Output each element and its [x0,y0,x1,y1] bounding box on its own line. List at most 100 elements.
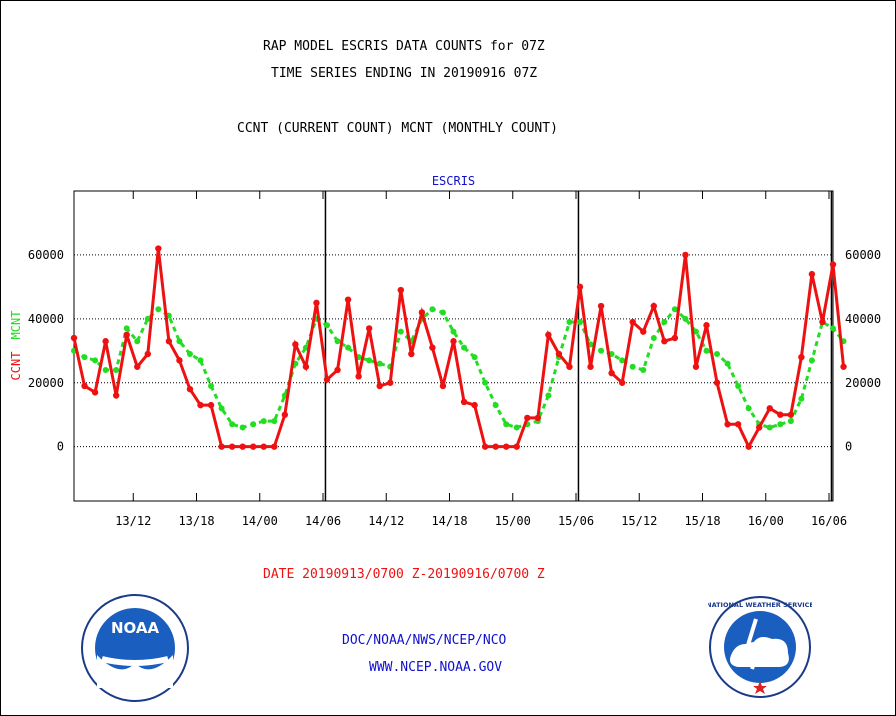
data-point-ccnt [682,251,689,259]
data-point-ccnt [829,261,837,268]
data-point-ccnt [197,401,204,409]
y-tick-label-left: 0 [57,440,64,454]
chart-subtitle: CCNT (CURRENT COUNT) MCNT (MONTHLY COUNT… [237,121,558,136]
data-point-mcnt [671,306,678,313]
data-point-ccnt [165,338,173,345]
data-point-mcnt [461,344,468,351]
data-point-mcnt [830,325,836,332]
data-point-ccnt [355,373,362,380]
data-point-ccnt [513,443,520,450]
data-point-ccnt [186,385,194,393]
series-line-ccnt [72,248,846,450]
chart-title-line1: RAP MODEL ESCRIS DATA COUNTS for 07Z [263,39,545,54]
data-point-mcnt [724,360,731,367]
y-axis-label-ccnt: CCNT [9,352,23,381]
data-point-mcnt [197,357,204,364]
y-tick-label-left: 60000 [28,248,64,262]
data-point-mcnt [155,306,162,313]
data-point-ccnt [344,296,352,303]
data-point-ccnt [376,382,383,390]
data-point-mcnt [260,418,267,425]
data-point-ccnt [798,353,805,361]
data-point-mcnt [81,354,88,361]
website-link[interactable]: WWW.NCEP.NOAA.GOV [369,660,503,675]
noaa-logo: NOAA [81,594,189,702]
data-point-mcnt [545,392,552,399]
data-point-mcnt [176,338,183,345]
data-point-ccnt [545,331,552,339]
data-point-ccnt [429,344,436,351]
data-point-ccnt [387,379,394,386]
data-point-ccnt [418,309,426,316]
data-point-mcnt [113,366,120,373]
data-point-ccnt [112,392,120,399]
data-point-mcnt [798,395,805,402]
data-point-ccnt [70,334,78,342]
plot-frame [73,190,834,502]
noaa-logo-text: NOAA [111,619,160,637]
data-point-ccnt [271,443,278,450]
data-point-ccnt [334,366,341,374]
data-point-ccnt [260,443,267,450]
data-point-ccnt [102,338,109,345]
data-point-mcnt [239,424,246,431]
data-point-mcnt [450,328,457,335]
nws-logo: NATIONAL WEATHER SERVICE [708,596,812,698]
x-tick-label: 15/06 [558,514,594,528]
data-point-ccnt [597,302,605,310]
x-tick-label: 13/12 [115,514,151,528]
x-tick-label: 16/00 [748,514,784,528]
data-point-mcnt [787,418,794,425]
data-point-mcnt [334,338,341,345]
date-range-label: DATE 20190913/0700 Z-20190916/0700 Z [263,567,545,582]
data-point-ccnt [239,443,246,450]
data-point-ccnt [777,411,784,418]
data-point-ccnt [471,401,478,409]
data-point-mcnt [566,319,573,326]
data-point-ccnt [840,363,847,370]
data-point-mcnt [123,325,130,332]
data-point-mcnt [144,315,151,322]
data-point-mcnt [808,357,815,364]
x-tick-label: 14/06 [305,514,341,528]
x-tick-label: 14/18 [431,514,467,528]
nws-logo-text: NATIONAL WEATHER SERVICE [708,601,812,609]
y-tick-label-left: 40000 [28,312,64,326]
data-point-ccnt [576,283,584,291]
y-tick-label-left: 20000 [28,376,64,390]
x-tick-label: 14/00 [242,514,278,528]
x-tick-label: 15/12 [621,514,657,528]
data-point-ccnt [724,421,731,428]
data-point-mcnt [682,315,689,322]
data-point-mcnt [229,421,236,428]
data-point-ccnt [302,363,310,370]
data-point-mcnt [92,357,99,364]
data-point-ccnt [671,334,679,342]
data-point-ccnt [503,443,510,450]
data-point-ccnt [91,389,99,396]
data-point-ccnt [144,350,151,358]
data-point-ccnt [292,341,299,348]
data-point-mcnt [703,347,710,354]
data-point-ccnt [692,363,700,370]
data-point-mcnt [598,347,605,354]
data-point-mcnt [471,354,478,361]
data-point-mcnt [629,363,636,370]
data-point-ccnt [766,405,773,412]
data-point-ccnt [534,414,542,422]
data-point-ccnt [808,270,816,278]
data-point-mcnt [102,366,109,373]
data-point-ccnt [587,363,594,370]
data-point-mcnt [714,350,721,357]
data-point-mcnt [503,421,510,428]
data-point-ccnt [629,318,636,326]
data-point-mcnt [661,319,668,326]
data-point-mcnt [619,357,626,364]
data-point-mcnt [766,424,773,431]
org-label: DOC/NOAA/NWS/NCEP/NCO [342,633,507,648]
data-point-ccnt [408,350,415,358]
data-point-mcnt [376,360,383,367]
data-point-ccnt [218,443,225,450]
data-point-mcnt [492,402,499,409]
